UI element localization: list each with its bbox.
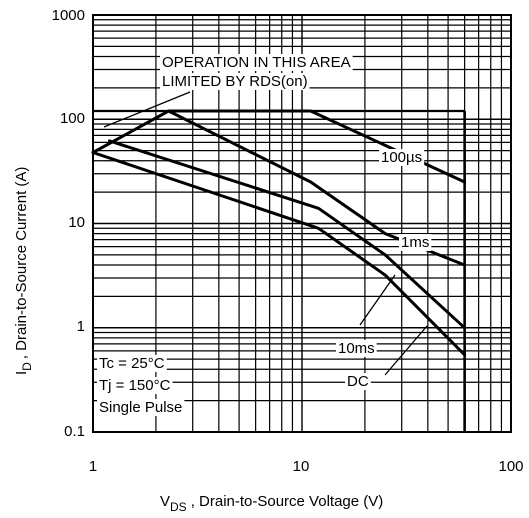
plot-frame <box>92 14 512 433</box>
y-axis-label-rest: , Drain-to-Source Current (A) <box>13 167 30 360</box>
x-tick-10: 10 <box>293 458 310 475</box>
condition-tj: Tj = 150°C <box>99 377 171 394</box>
label-background <box>97 377 173 394</box>
condition-single-pulse: Single Pulse <box>99 399 182 416</box>
x-tick-1: 1 <box>89 458 97 475</box>
dc-leader-line <box>384 325 428 376</box>
label-background <box>97 399 185 416</box>
y-axis-label: ID , Drain-to-Source Current (A) <box>13 167 34 375</box>
label-background <box>399 234 432 251</box>
rds-leader-line <box>103 91 191 128</box>
y-tick-100: 100 <box>60 110 85 127</box>
label-background <box>345 373 371 390</box>
curve-10ms <box>108 139 467 330</box>
label-background <box>160 54 353 71</box>
curve-label-100us: 100µs <box>381 149 422 166</box>
10ms-leader-line <box>359 274 396 326</box>
y-tick-1000: 1000 <box>52 7 85 24</box>
x-tick-100: 100 <box>498 458 523 475</box>
y-tick-10: 10 <box>68 214 85 231</box>
annotation-leaders <box>103 91 428 376</box>
y-axis-label-main: I <box>13 371 30 375</box>
x-axis-label-rest: , Drain-to-Source Voltage (V) <box>191 493 384 510</box>
rds-limit-label-line2: LIMITED BY RDS(on) <box>162 73 308 90</box>
curve-label-dc: DC <box>347 373 369 390</box>
x-axis-label-sub: DS <box>170 500 187 514</box>
label-background <box>336 340 377 357</box>
curve-label-10ms: 10ms <box>338 340 375 357</box>
label-background <box>160 73 310 90</box>
curve-100s <box>167 109 467 184</box>
y-tick-0.1: 0.1 <box>64 423 85 440</box>
label-background <box>97 355 167 372</box>
curve-label-1ms: 1ms <box>401 234 429 251</box>
x-axis-label: VDS , Drain-to-Source Voltage (V) <box>160 493 383 514</box>
condition-tc: Tc = 25°C <box>99 355 165 372</box>
curve-dc <box>91 151 467 357</box>
label-background <box>379 149 425 166</box>
x-axis-label-main: V <box>160 493 170 510</box>
y-tick-1: 1 <box>77 318 85 335</box>
rds-limit-label-line1: OPERATION IN THIS AREA <box>162 54 351 71</box>
soa-curves <box>91 109 467 357</box>
y-axis-label-sub: D <box>20 362 34 371</box>
